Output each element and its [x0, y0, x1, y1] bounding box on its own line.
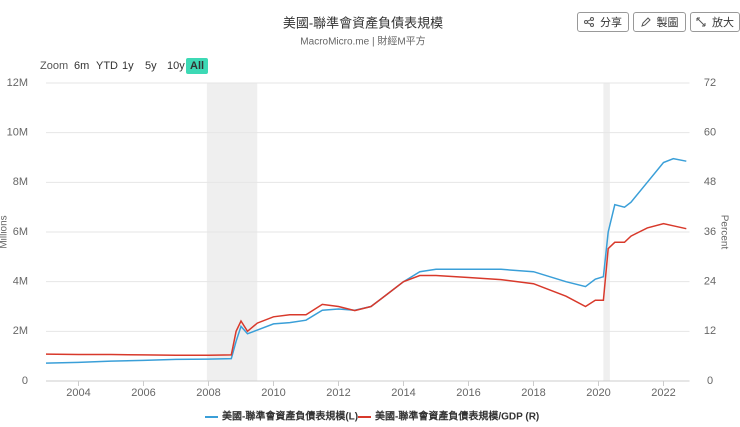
- y-axis-title: Millions: [0, 215, 10, 248]
- range-button[interactable]: YTD: [96, 60, 118, 72]
- range-button[interactable]: 6m: [74, 60, 90, 72]
- y-tick-label: 0: [22, 375, 28, 387]
- y-tick-label: 12M: [7, 77, 28, 89]
- range-button[interactable]: 5y: [145, 60, 157, 72]
- y-tick-label: 10M: [7, 127, 28, 139]
- y-tick-label: 6M: [13, 226, 28, 238]
- y-tick-label: 8M: [13, 176, 28, 188]
- x-tick-label: 2020: [586, 387, 610, 399]
- y2-tick-label: 72: [704, 77, 716, 89]
- share-button[interactable]: 分享: [577, 12, 629, 32]
- x-tick-label: 2010: [261, 387, 285, 399]
- y2-tick-label: 0: [707, 375, 713, 387]
- chart-title: 美國-聯準會資產負債表規模: [283, 15, 443, 30]
- x-tick-label: 2004: [66, 387, 90, 399]
- button-label: 製圖: [656, 17, 679, 29]
- chart-subtitle: MacroMicro.me | 財經M平方: [300, 35, 425, 48]
- legend-label: 美國-聯準會資產負債表規模/GDP (R): [375, 410, 539, 423]
- y2-tick-label: 60: [704, 127, 716, 139]
- expand-icon: [696, 17, 706, 27]
- x-tick-label: 2018: [521, 387, 545, 399]
- range-button[interactable]: 1y: [122, 60, 134, 72]
- x-tick-label: 2016: [456, 387, 480, 399]
- expand-button[interactable]: 放大: [690, 12, 740, 32]
- y2-axis-title: Percent: [718, 215, 729, 250]
- y-tick-label: 4M: [13, 276, 28, 288]
- zoom-label: Zoom: [40, 60, 69, 72]
- y2-tick-label: 48: [704, 176, 716, 188]
- chart-button[interactable]: 製圖: [633, 12, 686, 32]
- series-line: [45, 222, 687, 357]
- legend-label: 美國-聯準會資產負債表規模(L): [222, 410, 358, 423]
- x-tick-label: 2012: [326, 387, 350, 399]
- pen-icon: [640, 17, 651, 27]
- y2-tick-label: 12: [704, 325, 716, 337]
- y-tick-label: 2M: [13, 325, 28, 337]
- y2-tick-label: 36: [704, 226, 716, 238]
- range-button[interactable]: 10y: [167, 60, 185, 72]
- x-tick-label: 2006: [131, 387, 155, 399]
- x-tick-label: 2022: [651, 387, 675, 399]
- button-label: 放大: [712, 17, 734, 29]
- y2-tick-label: 24: [704, 276, 716, 288]
- share-icon: [584, 17, 594, 27]
- button-label: 分享: [600, 17, 622, 29]
- range-button[interactable]: All: [186, 58, 209, 74]
- x-tick-label: 2014: [391, 387, 415, 399]
- series-line: [45, 157, 687, 364]
- x-tick-label: 2008: [196, 387, 220, 399]
